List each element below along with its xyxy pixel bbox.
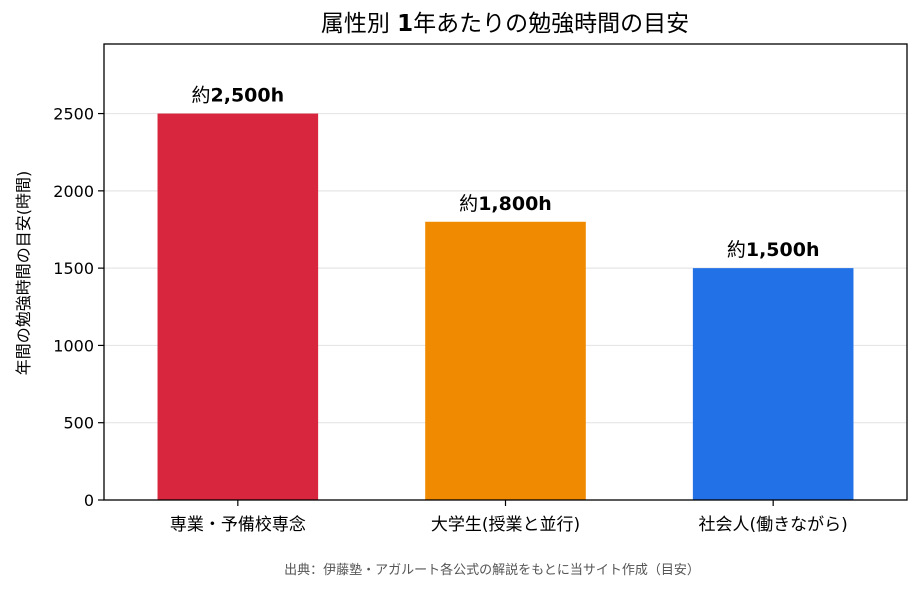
y-tick-label: 0 — [84, 491, 94, 510]
x-tick-label: 専業・予備校専念 — [170, 514, 306, 535]
bar — [425, 221, 586, 501]
y-axis-label: 年間の勉強時間の目安(時間) — [14, 171, 33, 376]
x-axis-ticks: 専業・予備校専念 大学生(授業と並行) 社会人(働きながら) — [170, 500, 848, 535]
data-label: 約2,500h — [192, 85, 285, 107]
data-label: 約1,500h — [727, 239, 820, 261]
y-tick-label: 2000 — [53, 182, 94, 201]
x-tick-label: 大学生(授業と並行) — [431, 515, 580, 535]
x-tick-label: 社会人(働きながら) — [699, 515, 848, 535]
chart-title-part: 属性別 — [321, 11, 397, 37]
chart-title: 属性別 1年あたりの勉強時間の目安 — [321, 11, 689, 37]
data-label: 約1,800h — [459, 193, 552, 215]
y-tick-label: 2500 — [53, 105, 94, 124]
y-axis-ticks: 0 500 1000 1500 2000 2500 — [53, 105, 104, 510]
data-labels: 約2,500h 約1,800h 約1,500h — [192, 85, 820, 262]
bar — [692, 268, 854, 500]
source-note: 出典：伊藤塾・アガルート各公式の解説をもとに当サイト作成（目安） — [284, 562, 700, 578]
bars — [157, 113, 854, 501]
chart-title-part: 年あたりの勉強時間の目安 — [413, 11, 689, 37]
bar — [157, 113, 319, 500]
y-tick-label: 1000 — [53, 336, 94, 355]
chart-title-part: 1 — [397, 11, 413, 37]
y-tick-label: 1500 — [53, 259, 94, 278]
y-tick-label: 500 — [63, 414, 94, 433]
